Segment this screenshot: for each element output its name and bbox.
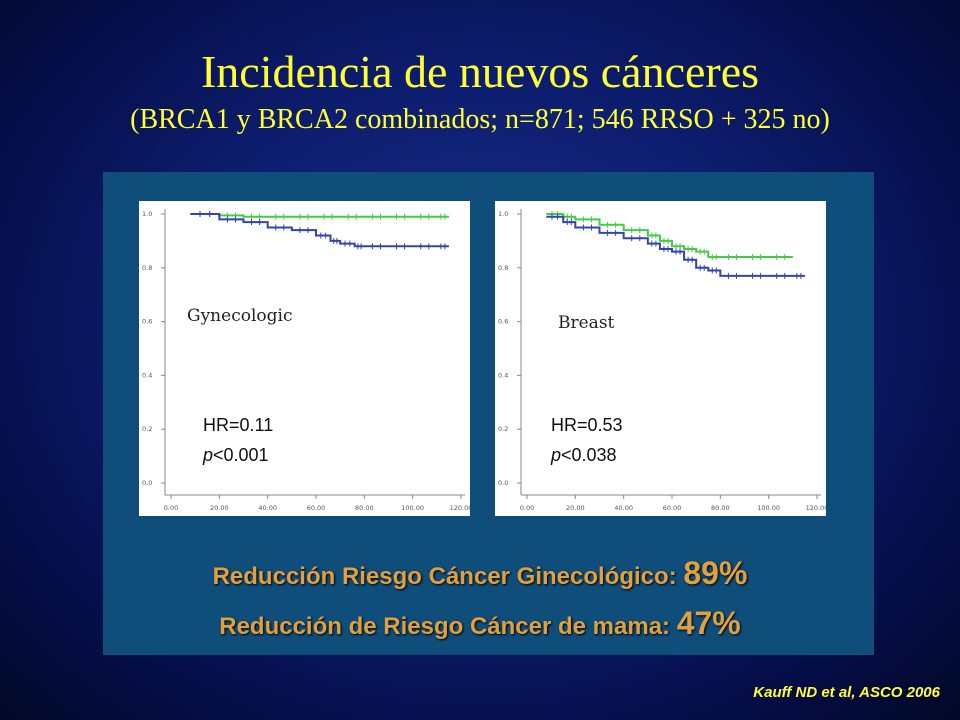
series-line [190,213,449,218]
summary-breast: Reducción de Riesgo Cáncer de mama: 47% [0,603,960,647]
source-citation: Kauff ND et al, ASCO 2006 [753,684,940,701]
x-tick-label: 0.00 [164,504,178,512]
p-value-symbol: p [202,445,213,465]
chart-svg: 0.0 0.2 0.4 0.6 0.8 1.0 0.00 20.00 40.00 60.00 80.… [498,209,826,512]
y-tick-label: 0.2 [498,425,508,433]
x-tick-label: 40.00 [258,504,277,512]
x-tick-label: 100.00 [757,504,780,512]
summary-gynecologic: Reducción Riesgo Cáncer Ginecológico: 89… [0,553,960,597]
series-line [190,213,449,248]
summary-breast-value: 47% [676,605,741,641]
y-tick-label: 0.6 [142,318,152,326]
x-tick-label: 60.00 [663,504,682,512]
chart-svg: 0.0 0.2 0.4 0.6 0.8 1.0 0.00 20.00 40.00 60.00 80.… [142,209,470,512]
summary-gynecologic-value: 89% [683,555,748,591]
x-tick-label: 20.00 [566,504,585,512]
hazard-ratio: HR=0.11 [203,415,273,435]
x-tick-label: 120.00 [450,504,470,512]
y-tick-label: 1.0 [498,210,508,218]
breast-chart: 0.0 0.2 0.4 0.6 0.8 1.0 0.00 20.00 40.00 60.00 80.… [495,201,826,516]
series-line [546,213,793,259]
x-tick-label: 80.00 [355,504,374,512]
x-tick-label: 40.00 [614,504,633,512]
x-tick-label: 20.00 [210,504,229,512]
y-tick-label: 0.0 [498,479,508,487]
y-tick-label: 0.8 [498,264,508,272]
y-tick-label: 0.4 [142,371,152,379]
slide-subtitle: (BRCA1 y BRCA2 combinados; n=871; 546 RR… [130,104,830,135]
y-tick-label: 0.4 [498,371,508,379]
y-tick-label: 1.0 [142,210,152,218]
y-tick-label: 0.6 [498,318,508,326]
x-tick-label: 0.00 [520,504,534,512]
summary-breast-label: Reducción de Riesgo Cáncer de mama: [219,613,677,640]
p-value-symbol: p [550,445,561,465]
y-tick-label: 0.8 [142,264,152,272]
slide-title: Incidencia de nuevos cánceres [200,46,760,97]
x-tick-label: 120.00 [806,504,826,512]
y-tick-label: 0.2 [142,425,152,433]
p-value-number: <0.001 [213,445,269,465]
x-tick-label: 80.00 [711,504,730,512]
chart-category-label: Breast [558,313,615,333]
chart-category-label: Gynecologic [187,306,292,326]
y-tick-label: 0.0 [142,479,152,487]
x-tick-label: 60.00 [307,504,326,512]
p-value: p<0.038 [550,445,617,465]
summary-gynecologic-label: Reducción Riesgo Cáncer Ginecológico: [212,563,684,590]
p-value-number: <0.038 [561,445,617,465]
hazard-ratio: HR=0.53 [551,415,623,435]
x-tick-label: 100.00 [401,504,424,512]
p-value: p<0.001 [202,445,269,465]
gynecologic-chart: 0.0 0.2 0.4 0.6 0.8 1.0 0.00 20.00 40.00 60.00 80.… [139,201,470,516]
